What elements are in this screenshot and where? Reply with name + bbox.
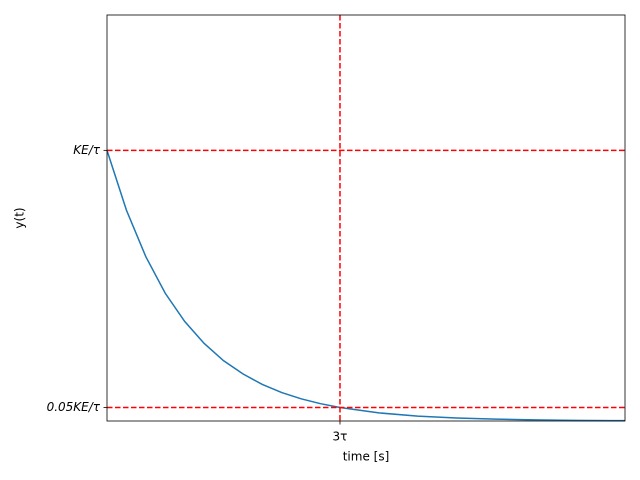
y-tick-label: KE/τ	[73, 143, 100, 157]
y-tick-label: 0.05KE/τ	[47, 400, 101, 414]
plot-frame	[106, 14, 626, 422]
x-axis-label: time [s]	[343, 450, 390, 464]
x-tick-label: 3τ	[333, 430, 348, 444]
line-series	[106, 150, 626, 422]
y-axis-label: y(t)	[13, 207, 27, 228]
